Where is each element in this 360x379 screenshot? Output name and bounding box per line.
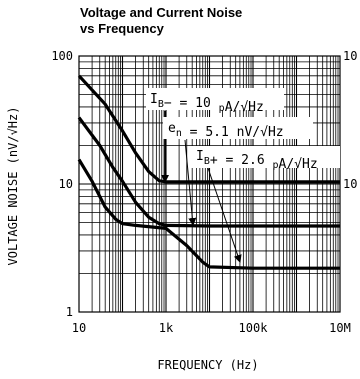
- annotations: IB− = 10 pA/√Hz en = 5.1 nV/√Hz IB+ = 2.6 …: [146, 88, 340, 263]
- annotation-bg: [146, 88, 284, 110]
- annotation-arrow-2: [184, 139, 197, 226]
- annotation-bg: [190, 146, 340, 168]
- series-line-3: [77, 158, 340, 270]
- y-tick-label: 1: [66, 305, 73, 319]
- right-tick-label: 10: [343, 177, 357, 191]
- annotation-bg: [163, 117, 313, 139]
- plot-frame: [78, 55, 341, 313]
- annotation-label-2: en = 5.1 nV/√Hz: [168, 121, 284, 140]
- series-line-2: [77, 116, 340, 228]
- chart-title-line-2: vs Frequency: [80, 21, 165, 36]
- x-tick-label: 1k: [159, 321, 174, 335]
- x-tick-label: 100k: [239, 321, 269, 335]
- y-tick-label: 100: [51, 49, 73, 63]
- series-line-1: [77, 74, 340, 184]
- series-lines: [77, 74, 340, 270]
- annotation-label-3: IB+ = 2.6 pA/√Hz: [196, 149, 318, 172]
- x-tick-label: 10: [72, 321, 86, 335]
- chart-title-line-1: Voltage and Current Noise: [80, 5, 242, 20]
- x-tick-label: 10M: [329, 321, 351, 335]
- x-axis-label: FREQUENCY (Hz): [157, 358, 258, 372]
- y-tick-label: 10: [59, 177, 73, 191]
- y-axis-label: VOLTAGE NOISE (nV/√Hz): [6, 107, 20, 266]
- annotation-arrow-3: [207, 167, 242, 263]
- annotation-label-1: IB− = 10 pA/√Hz: [150, 92, 264, 115]
- right-tick-label: 10: [343, 49, 357, 63]
- tick-labels: 10 1k 100k 10M 1 10 100 10 10: [51, 49, 357, 335]
